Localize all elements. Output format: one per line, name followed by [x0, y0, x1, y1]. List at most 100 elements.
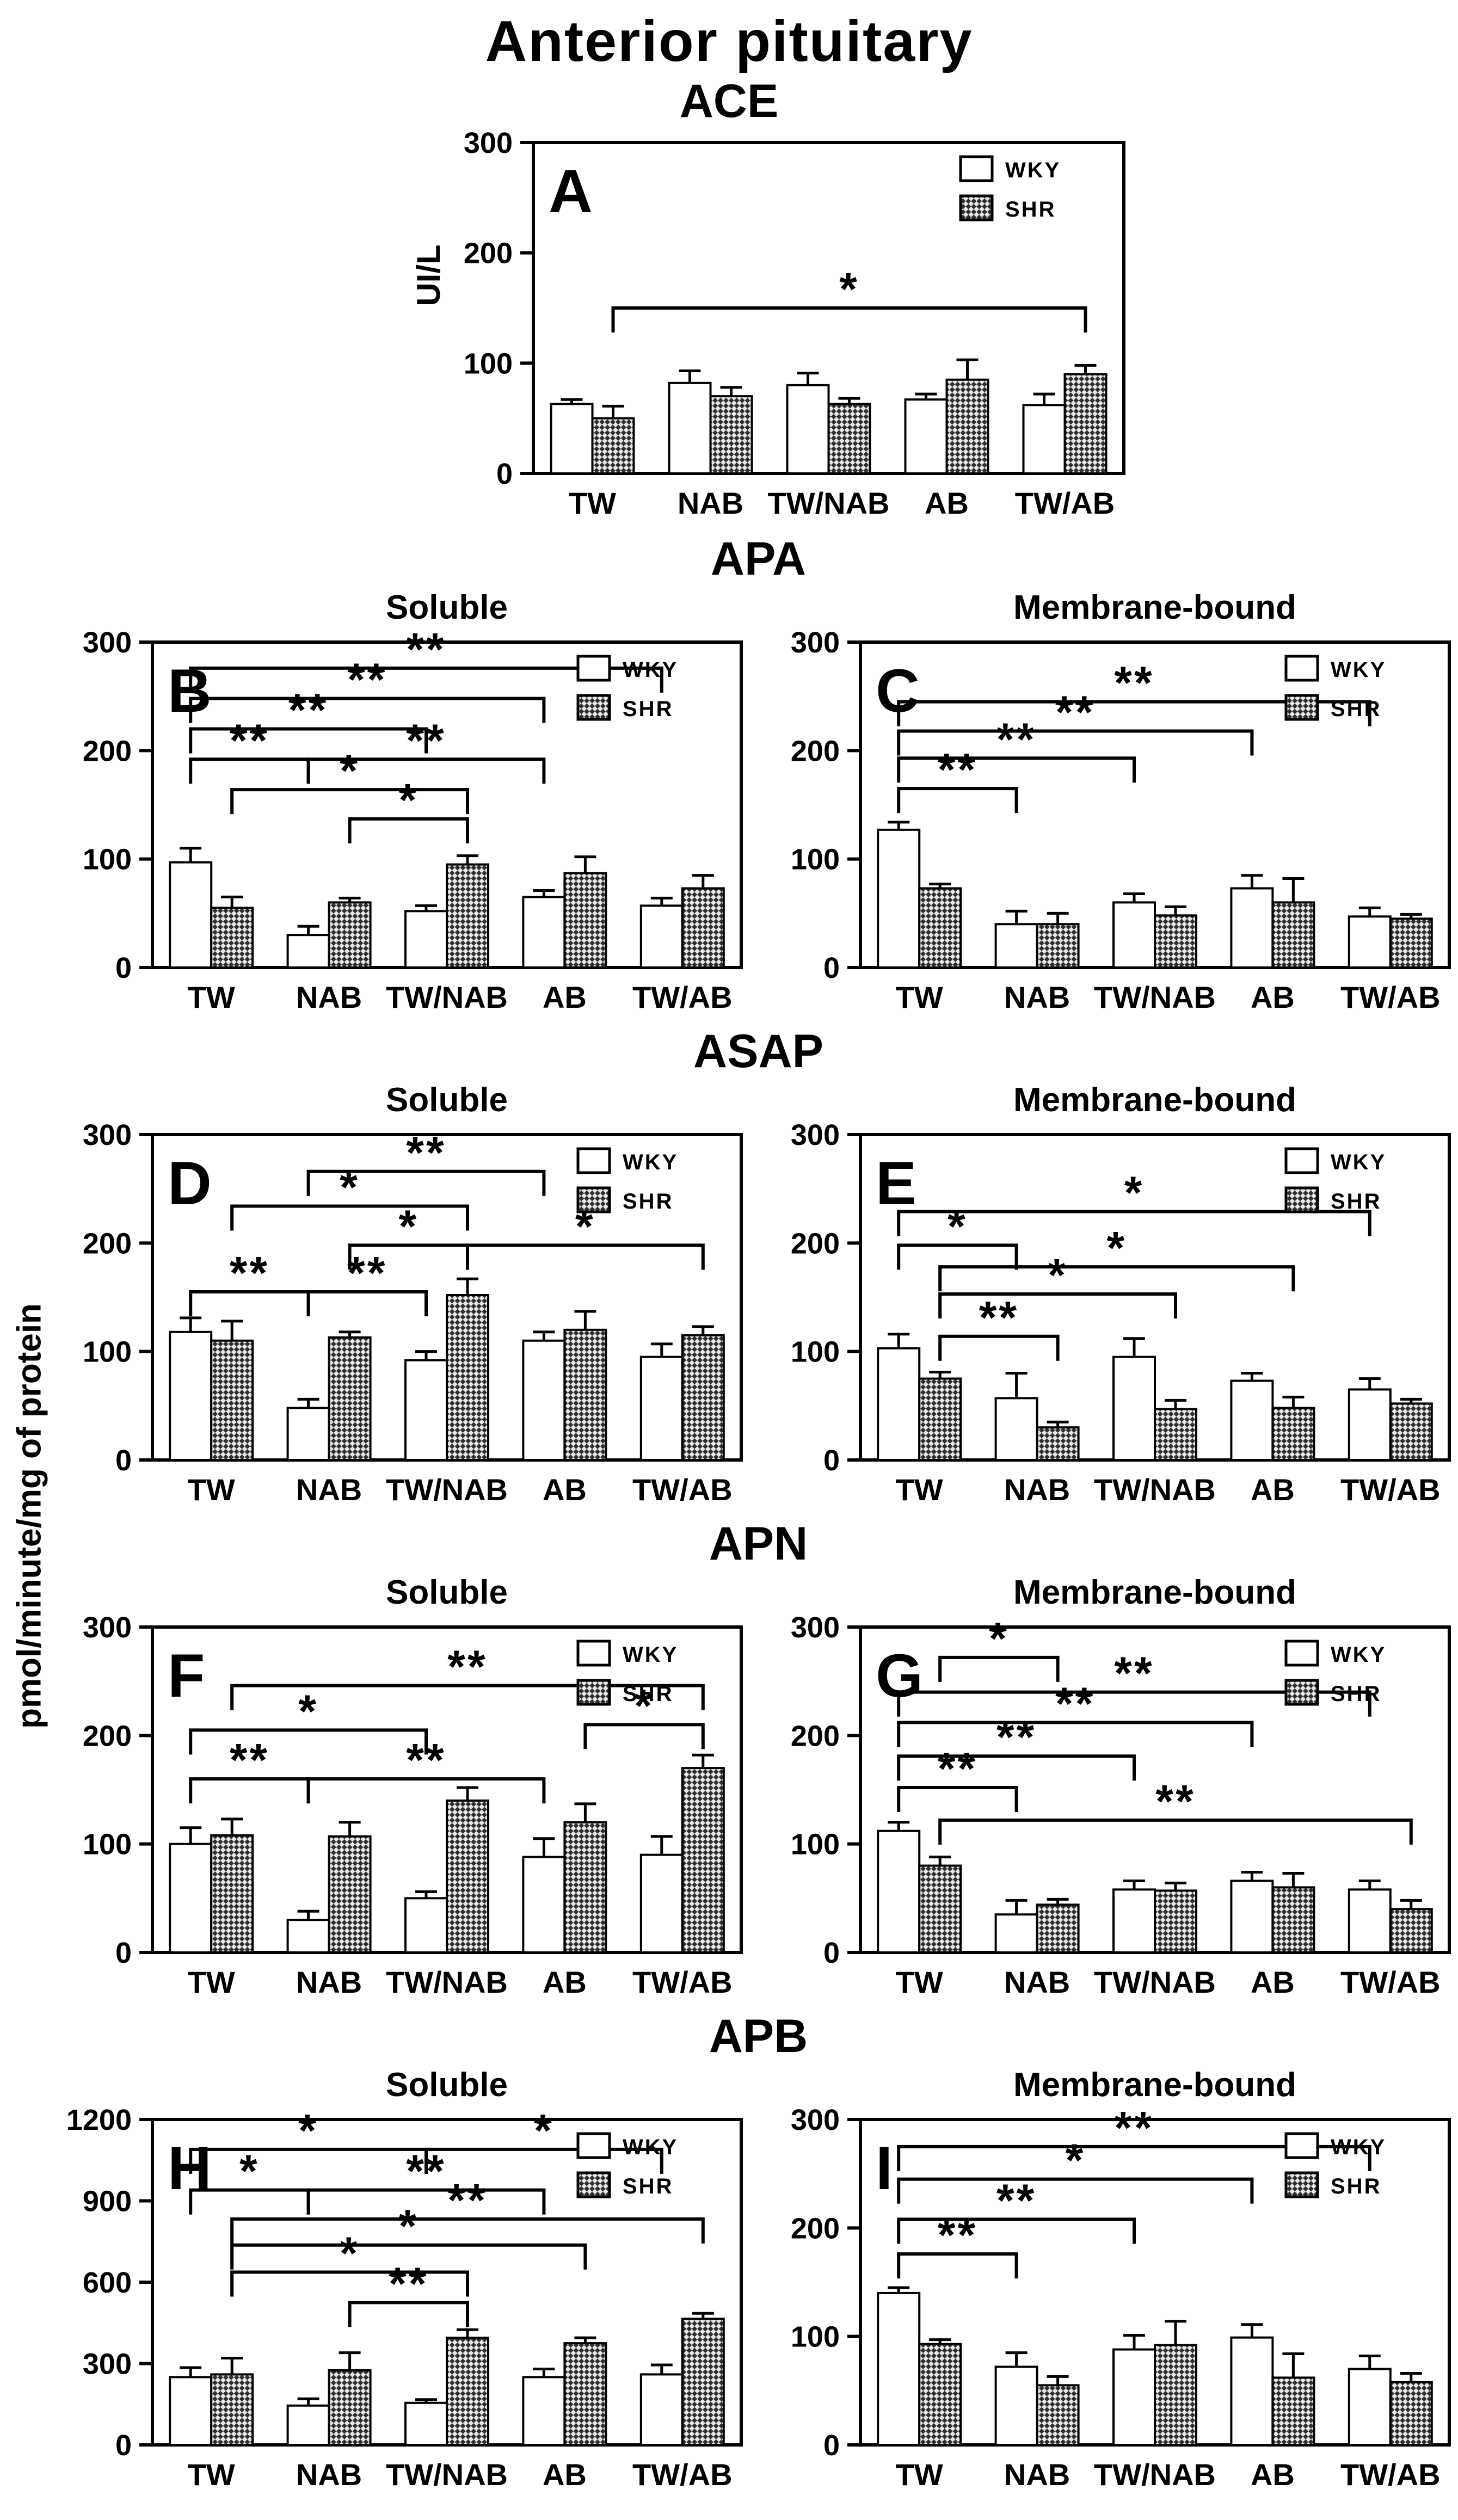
panel-a-row: 0 100 200 300 UI/L TW NAB TW/NAB AB TW/AB * WKY SHR A	[38, 128, 1458, 531]
y-tick-label: 100	[83, 1336, 132, 1369]
bar-D-TW-WKY	[169, 1330, 213, 1461]
y-tick-label: 100	[791, 1828, 840, 1861]
panel-E: Membrane-bound 0 100 200 300 TW NAB TW/NAB AB TW…	[767, 1079, 1458, 1516]
y-tick-label: 0	[823, 952, 840, 984]
x-category-label: TW	[188, 1472, 235, 1507]
panel-C: Membrane-bound 0 100 200 300 TW NAB TW/NAB AB TW…	[767, 586, 1458, 1024]
bar-G-TW-WKY	[877, 1829, 921, 1954]
sig-bracket	[583, 1723, 705, 1749]
legend-shr-swatch	[1284, 1679, 1319, 1706]
sig-bracket	[897, 1210, 1371, 1236]
bar-H-TW-SHR	[210, 2373, 254, 2446]
bar-F-TW-SHR	[210, 1834, 254, 1954]
x-category-label: TW	[896, 1472, 943, 1507]
x-category-label: TW	[896, 1965, 943, 1999]
panel-D-subtitle: Soluble	[386, 1081, 508, 1119]
panel-D: Soluble 0 100 200 300 TW NAB TW/NAB AB TW/AB ** * *…	[59, 1079, 750, 1516]
sig-label: **	[406, 1734, 446, 1785]
legend-wky-label: WKY	[623, 1150, 678, 1174]
sig-label: *	[340, 745, 360, 796]
section-apa: APA Soluble 0 100 200 300 TW NAB TW/NAB AB TW/AB…	[59, 532, 1458, 1024]
bar-A-TW/NAB-WKY	[786, 384, 829, 475]
x-category-label: TW/NAB	[1094, 1472, 1216, 1507]
y-tick-label: 300	[83, 1613, 132, 1644]
bar-G-TW/NAB-SHR	[1154, 1889, 1197, 1954]
y-tick-label: 300	[463, 128, 512, 159]
sig-label: **	[406, 2146, 446, 2197]
bar-H-AB-WKY	[522, 2376, 566, 2446]
bar-B-TW/NAB-SHR	[446, 863, 489, 969]
x-category-label: TW	[568, 486, 616, 520]
legend-wky-swatch	[1284, 1640, 1319, 1667]
sig-label: **	[1114, 1648, 1154, 1699]
bar-I-NAB-WKY	[994, 2365, 1038, 2447]
sig-label: **	[979, 1292, 1019, 1343]
sig-bracket	[230, 2270, 469, 2297]
bar-D-TW/AB-WKY	[639, 1355, 684, 1461]
panel-C-chart: 0 100 200 300 TW NAB TW/NAB AB TW/AB ** ** ** ** WKY S…	[791, 628, 1451, 1014]
sig-label: **	[406, 628, 446, 675]
x-category-label: TW/AB	[1340, 980, 1441, 1014]
sig-label: *	[989, 1613, 1009, 1664]
sig-bracket	[897, 756, 1136, 783]
bar-F-AB-WKY	[522, 1856, 566, 1954]
sig-bracket	[230, 2243, 587, 2270]
x-category-label: AB	[543, 1472, 587, 1507]
panel-G-subtitle: Membrane-bound	[1013, 1574, 1297, 1611]
y-tick-label: 1200	[66, 2105, 132, 2136]
sig-label: *	[340, 1162, 360, 1213]
sig-label: **	[347, 1247, 387, 1298]
x-category-label: TW	[188, 2457, 235, 2492]
bar-D-TW/NAB-WKY	[404, 1359, 448, 1462]
legend-wky-swatch	[959, 155, 993, 182]
bar-A-AB-SHR	[945, 378, 989, 475]
bar-C-TW/NAB-WKY	[1112, 901, 1156, 969]
panel-C-subtitle: Membrane-bound	[1013, 589, 1297, 626]
sig-bracket	[466, 1243, 705, 1270]
legend-shr-swatch	[576, 2171, 611, 2198]
y-tick-label: 0	[115, 952, 132, 984]
legend-shr-swatch	[576, 694, 611, 721]
bar-F-NAB-WKY	[286, 1919, 330, 1954]
bar-E-NAB-WKY	[994, 1397, 1038, 1462]
bar-D-TW-SHR	[210, 1339, 254, 1461]
sig-label: *	[298, 1685, 318, 1736]
y-tick-label: 100	[791, 843, 840, 876]
sig-bracket	[897, 787, 1018, 814]
sig-label: **	[288, 684, 328, 735]
bar-H-TW-WKY	[169, 2376, 213, 2446]
x-category-label: TW/AB	[632, 2457, 733, 2492]
sig-bracket	[897, 1721, 1254, 1747]
bar-G-TW-SHR	[918, 1864, 962, 1954]
bar-G-NAB-SHR	[1036, 1903, 1080, 1954]
panel-letter: D	[168, 1149, 212, 1217]
y-tick-label: 0	[115, 2429, 132, 2462]
bar-C-TW/AB-WKY	[1348, 915, 1392, 969]
sig-label: **	[938, 744, 977, 795]
sig-label: **	[996, 2174, 1036, 2226]
bar-A-TW/AB-WKY	[1022, 404, 1066, 475]
asap-panel-row: Soluble 0 100 200 300 TW NAB TW/NAB AB TW/AB ** * *…	[59, 1079, 1458, 1516]
section-apn: APN Soluble 0 100 200 300 TW NAB TW/NAB AB TW/AB…	[59, 1517, 1458, 2008]
bar-A-NAB-SHR	[709, 395, 753, 475]
legend-wky-label: WKY	[623, 1643, 678, 1667]
legend-shr-swatch	[576, 1186, 611, 1213]
sig-bracket	[230, 1204, 469, 1231]
legend-shr-label: SHR	[623, 1190, 673, 1213]
y-tick-label: 0	[115, 1937, 132, 1969]
sig-label: **	[1055, 686, 1095, 737]
sig-label: **	[230, 714, 269, 766]
bar-B-TW/NAB-WKY	[404, 910, 448, 969]
sig-bracket	[897, 729, 1254, 756]
x-category-label: TW/NAB	[1094, 980, 1216, 1014]
x-category-label: TW	[896, 2457, 943, 2492]
x-category-label: NAB	[1004, 980, 1070, 1014]
panel-H: Soluble 0 300 600 900 1200 TW NAB TW/NAB AB TW/AB…	[59, 2063, 750, 2501]
legend-wky-label: WKY	[1005, 158, 1061, 182]
bar-E-TW/AB-WKY	[1348, 1388, 1392, 1461]
section-title-ace: ACE	[679, 75, 779, 127]
bar-C-TW/NAB-SHR	[1154, 914, 1197, 969]
bar-G-TW/AB-SHR	[1389, 1908, 1433, 1954]
